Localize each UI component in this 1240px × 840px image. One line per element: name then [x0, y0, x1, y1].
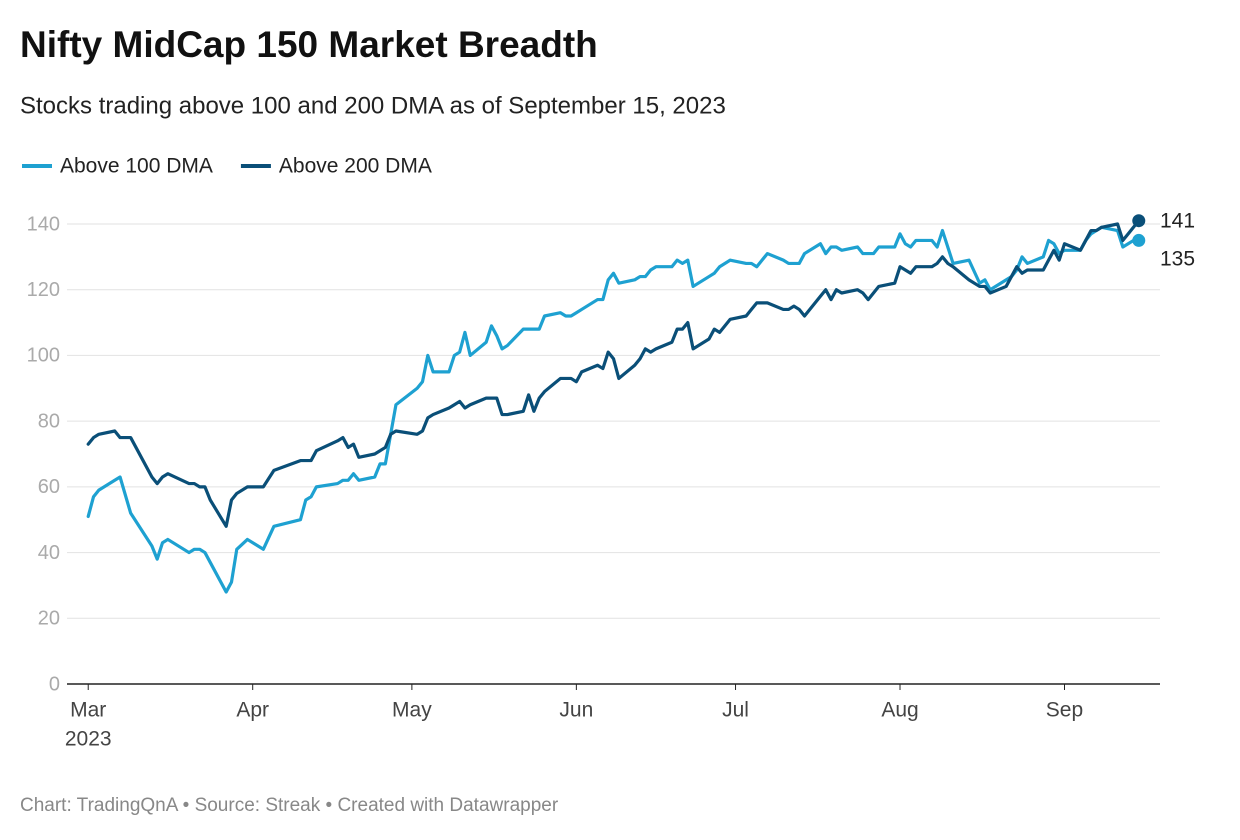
x-tick-label: Apr [236, 699, 269, 722]
y-tick-label: 40 [38, 542, 60, 564]
x-tick-label: Sep [1046, 699, 1083, 722]
x-tick-label: Jun [559, 699, 593, 722]
x-year-label: 2023 [65, 728, 112, 751]
y-tick-label: 20 [38, 608, 60, 630]
series-line [86, 225, 1141, 594]
y-tick-label: 0 [49, 673, 60, 695]
x-tick-label: Jul [722, 699, 749, 722]
x-tick-label: Mar [70, 699, 106, 722]
legend-label: Above 100 DMA [60, 155, 213, 178]
y-tick-label: 140 [27, 213, 60, 235]
y-tick-label: 100 [27, 345, 60, 367]
y-tick-label: 60 [38, 476, 60, 498]
end-dot [1132, 233, 1146, 247]
y-tick-label: 120 [27, 279, 60, 301]
series-line [86, 219, 1141, 528]
x-tick-label: Aug [881, 699, 918, 722]
end-dot [1132, 214, 1146, 228]
chart-subtitle: Stocks trading above 100 and 200 DMA as … [20, 92, 726, 119]
end-label: 135 [1160, 247, 1195, 270]
legend-item: Above 100 DMA [22, 155, 213, 178]
legend-item: Above 200 DMA [240, 155, 432, 178]
chart-footer: Chart: TradingQnA • Source: Streak • Cre… [20, 795, 559, 816]
y-tick-label: 80 [38, 410, 60, 432]
end-label: 141 [1160, 209, 1195, 232]
chart-title: Nifty MidCap 150 Market Breadth [20, 24, 598, 65]
x-tick-label: May [392, 699, 432, 722]
legend-label: Above 200 DMA [279, 155, 432, 178]
